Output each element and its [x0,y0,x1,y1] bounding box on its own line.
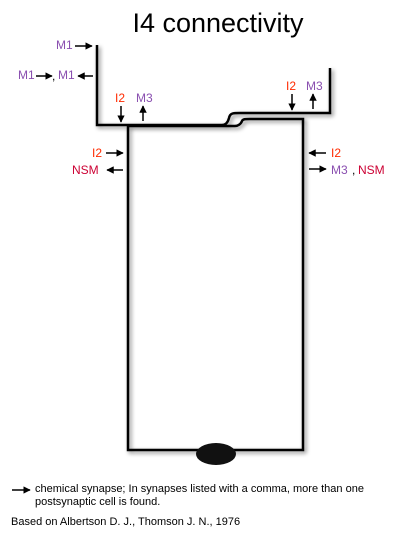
label-i2-body-right: I2 [331,146,341,160]
label-comma-2: , [352,163,355,177]
label-i2-nose-left: I2 [115,91,125,105]
label-m3-body-right: M3 [331,163,348,177]
label-nsm-body-right: NSM [358,163,385,177]
label-m1-top: M1 [56,38,73,52]
diagram-title: I4 connectivity [132,8,304,38]
citation: Based on Albertson D. J., Thomson J. N.,… [11,516,241,528]
legend: chemical synapse; In synapses listed wit… [11,483,411,509]
label-nsm-body-left: NSM [72,163,99,177]
label-comma-1: , [52,69,55,83]
cell-body-soma [196,443,236,465]
neuron-outline [95,45,332,452]
label-i2-nose-right: I2 [286,79,296,93]
label-i2-body-left: I2 [92,146,102,160]
legend-text: chemical synapse; In synapses listed wit… [35,483,364,508]
label-m3-nose-right: M3 [306,79,323,93]
label-m3-nose-left: M3 [136,91,153,105]
label-m1-post: M1 [58,68,75,82]
label-m1-pre: M1 [18,68,35,82]
right-arrow-icon [12,486,31,494]
